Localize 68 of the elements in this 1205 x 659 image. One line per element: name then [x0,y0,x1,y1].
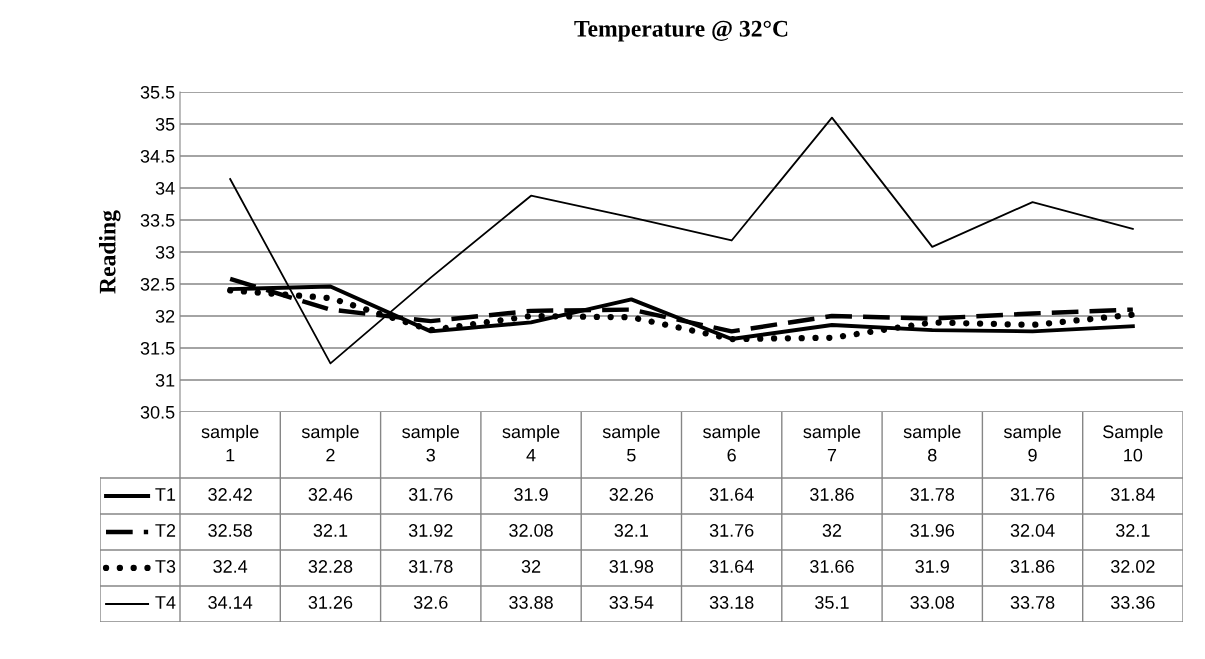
data-label: 31.86 [1010,560,1055,573]
legend-label: T1 [155,488,176,501]
data-label: 31.64 [709,560,754,573]
chart-title: Temperature @ 32°C [574,20,788,42]
data-label: 32.42 [208,488,252,501]
data-label: 31.76 [408,488,453,501]
y-tick-label: 30.5 [140,405,175,419]
data-label: 31.26 [308,596,353,609]
data-label: 32 [521,560,541,573]
x-tick-label: sample 2 [301,424,359,462]
line-series [229,116,1134,365]
data-label: 31.98 [609,560,654,573]
y-tick-label: 35.5 [140,85,175,99]
data-label: 31.78 [910,488,955,501]
legend-label: T2 [155,524,176,537]
x-tick-label: sample 6 [703,424,760,462]
data-label: 31.86 [810,488,854,501]
data-label: 32.6 [413,596,448,609]
data-label: 32.1 [614,524,649,537]
data-label: 32.46 [308,488,353,501]
data-label: 31.76 [1010,488,1055,501]
data-label: 32.28 [308,560,353,573]
x-tick-label: sample 9 [1003,424,1061,462]
data-label: 32 [822,524,842,537]
data-label: 33.54 [609,596,654,609]
x-tick-label: sample 3 [402,424,460,462]
data-label: 31.84 [1110,488,1155,501]
data-label: 33.18 [709,596,754,609]
y-tick-label: 34 [155,181,175,195]
data-label: 31.9 [514,488,548,501]
data-label: 33.78 [1010,596,1055,609]
x-tick-label: sample 5 [602,424,660,462]
y-tick-label: 32.5 [140,277,175,291]
y-tick-label: 32 [155,309,175,323]
data-label: 33.36 [1110,596,1155,609]
x-tick-label: sample 8 [903,424,961,462]
legend-label: T4 [155,596,176,609]
y-tick-label: 31.5 [140,341,175,355]
y-tick-label: 35 [155,117,175,131]
data-label: 33.88 [509,596,553,609]
y-tick-label: 33 [155,245,175,259]
data-label: 35.1 [815,596,849,609]
data-label: 31.9 [915,560,949,573]
data-label: 31.76 [709,524,754,537]
data-label: 32.58 [208,524,252,537]
x-tick-label: sample 1 [201,424,259,462]
data-label: 32.26 [609,488,654,501]
data-label: 32.08 [509,524,553,537]
data-label: 31.78 [408,560,453,573]
data-label: 34.14 [208,596,253,609]
y-tick-label: 33.5 [140,213,175,227]
y-tick-label: 34.5 [140,149,175,163]
data-label: 32.04 [1010,524,1055,537]
data-label: 33.08 [910,596,955,609]
x-tick-label: sample 4 [502,424,560,462]
data-label: 31.92 [408,524,453,537]
data-label: 32.1 [1115,524,1150,537]
data-label: 31.64 [709,488,754,501]
data-label: 32.4 [213,560,248,573]
y-tick-label: 31 [155,373,175,387]
data-label: 32.1 [313,524,348,537]
data-label: 31.66 [810,560,854,573]
data-label: 32.02 [1110,560,1155,573]
legend-label: T3 [155,560,176,573]
data-label: 31.96 [910,524,955,537]
x-tick-label: Sample 10 [1103,424,1163,462]
x-tick-label: sample 7 [803,424,861,462]
y-axis-title: Reading [98,210,121,294]
